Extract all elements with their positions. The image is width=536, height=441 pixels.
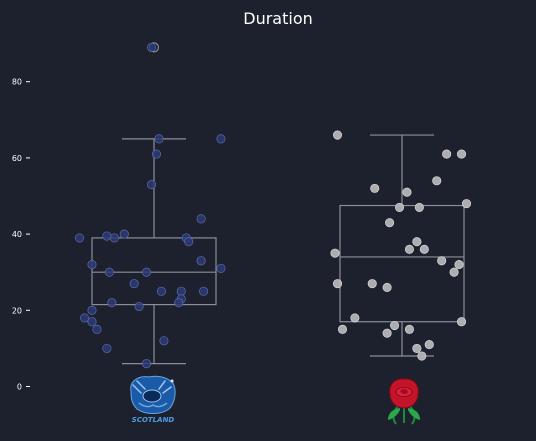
england-data-point (404, 244, 414, 254)
scotland-data-point (146, 42, 157, 52)
england-data-point (404, 324, 414, 334)
england-data-point (454, 260, 464, 270)
chart-title: Duration (243, 9, 313, 28)
england-data-point (419, 244, 429, 254)
scotland-data-point (199, 286, 209, 296)
y-tick-label: 0 (17, 383, 22, 392)
england-data-point (382, 282, 392, 292)
scotland-data-point (87, 260, 97, 270)
england-data-point (442, 149, 452, 159)
england-data-point (456, 317, 467, 327)
scotland-data-point (156, 286, 166, 296)
england-data-point (330, 248, 340, 258)
england-data-point (414, 202, 424, 212)
scotland-data-point (102, 231, 112, 241)
scotland-data-point (109, 233, 119, 243)
scotland-rugby-logo-icon: SCOTLAND (130, 375, 176, 424)
scotland-data-point (142, 267, 152, 277)
y-tick-label: 60 (12, 154, 22, 163)
scotland-data-point (151, 149, 162, 159)
england-rose-icon (388, 378, 420, 425)
scotland-data-point (75, 233, 85, 243)
england-data-point (332, 130, 343, 140)
y-tick-label: 80 (12, 78, 22, 87)
england-data-point (390, 320, 400, 331)
scotland-data-point (154, 134, 164, 144)
england-data-point (337, 324, 348, 334)
england-box (339, 204, 465, 323)
england-data-point (461, 199, 472, 209)
england-data-point (394, 202, 405, 212)
england-data-point (385, 218, 395, 228)
england-data-point (456, 149, 467, 159)
scotland-data-point (134, 301, 144, 312)
scotland-data-point (196, 256, 206, 266)
scotland-data-point (196, 214, 206, 224)
y-tick-label: 40 (12, 230, 22, 239)
england-data-point (424, 340, 434, 350)
scotland-data-point (87, 305, 97, 315)
england-data-point (449, 267, 459, 277)
england-data-point (417, 351, 427, 361)
y-tick-label: 20 (12, 306, 22, 315)
england-data-point (432, 176, 442, 186)
england-data-point (350, 313, 360, 323)
scotland-data-point (119, 229, 129, 239)
svg-text:SCOTLAND: SCOTLAND (132, 416, 175, 424)
england-data-point (402, 187, 412, 197)
scotland-data-point (146, 180, 157, 190)
england-data-point (332, 279, 343, 289)
scotland-data-point (159, 336, 169, 346)
scotland-data-point (129, 279, 139, 289)
scotland-data-point (174, 298, 184, 308)
scotland-data-point (102, 343, 112, 353)
boxes (91, 42, 465, 365)
category-icons: SCOTLAND (130, 375, 420, 425)
england-data-point (412, 343, 422, 353)
scotland-data-point (142, 359, 152, 369)
scotland-data-point (107, 298, 117, 308)
scotland-data-point (216, 134, 226, 144)
scotland-data-point (184, 237, 194, 247)
y-axis: 0 20 40 60 80 (12, 78, 30, 392)
england-data-point (437, 256, 447, 266)
scotland-box (91, 237, 217, 306)
scotland-data-point (80, 313, 90, 323)
scotland-data-point (176, 286, 186, 296)
scotland-data-point (216, 263, 226, 273)
data-points (75, 42, 472, 369)
england-data-point (412, 237, 422, 247)
scotland-data-point (104, 267, 114, 277)
england-data-point (370, 183, 380, 193)
scotland-data-point (87, 317, 97, 327)
england-data-point (382, 328, 392, 338)
scotland-data-point (92, 324, 102, 334)
england-data-point (367, 279, 377, 289)
